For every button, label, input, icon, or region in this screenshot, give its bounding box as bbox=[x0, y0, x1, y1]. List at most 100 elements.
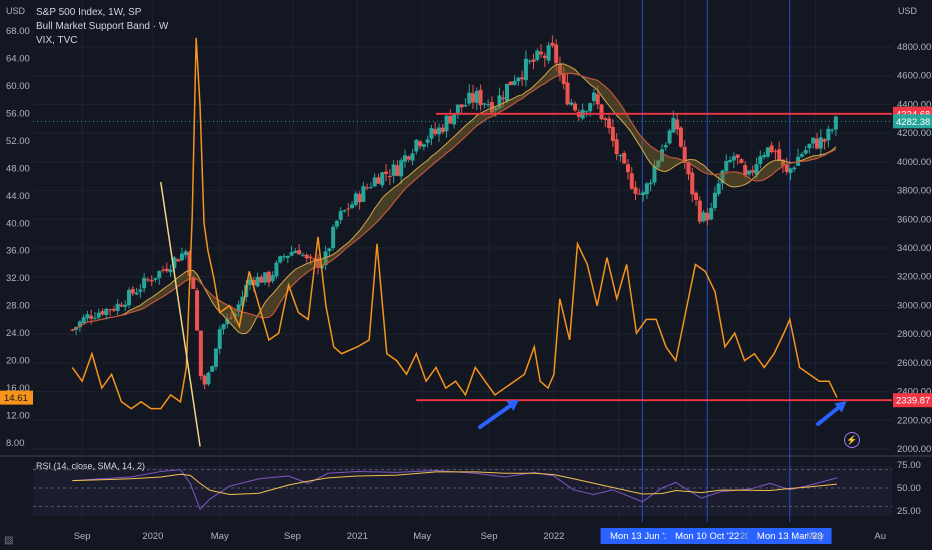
candle-body bbox=[164, 268, 169, 272]
candle-body bbox=[595, 94, 600, 105]
price-axis-tick: 2400.00 bbox=[897, 387, 931, 398]
candle-body bbox=[531, 59, 536, 62]
candle-body bbox=[724, 160, 729, 171]
candle-body bbox=[539, 51, 544, 55]
candle-body bbox=[225, 318, 230, 325]
candle-body bbox=[172, 257, 177, 269]
candle-body bbox=[641, 192, 646, 196]
price-axis-tick: 4600.00 bbox=[897, 71, 931, 82]
candle-body bbox=[762, 155, 767, 158]
candle-body bbox=[236, 304, 241, 312]
price-axis-tick: 4200.00 bbox=[897, 128, 931, 139]
candle-body bbox=[822, 139, 827, 142]
rsi-sma-line bbox=[72, 471, 838, 495]
arrow-right[interactable] bbox=[816, 406, 840, 426]
candle-body bbox=[799, 154, 804, 157]
rsi-legend: RSI (14, close, SMA, 14, 2) bbox=[36, 461, 146, 471]
candle-body bbox=[557, 64, 562, 74]
candle-body bbox=[811, 137, 816, 144]
time-axis-tick: May bbox=[211, 531, 229, 542]
candle-body bbox=[410, 153, 415, 161]
candle-body bbox=[584, 111, 589, 113]
candle-body bbox=[754, 164, 759, 175]
price-axis-tick: 4400.00 bbox=[897, 99, 931, 110]
vix-axis-tick: 36.00 bbox=[6, 246, 30, 257]
candle-body bbox=[198, 330, 203, 377]
candle-body bbox=[357, 193, 362, 203]
time-axis-tick: 2022 bbox=[543, 531, 564, 542]
candle-body bbox=[149, 279, 154, 282]
candle-body bbox=[474, 91, 479, 103]
candle-body bbox=[478, 89, 483, 106]
arrow-right-head[interactable] bbox=[834, 401, 847, 413]
candle-body bbox=[96, 312, 101, 318]
arrow-left[interactable] bbox=[478, 404, 512, 429]
lightning-icon[interactable]: ⚡ bbox=[844, 432, 860, 448]
candle-body bbox=[323, 251, 328, 266]
vix-axis-tick: 68.00 bbox=[6, 26, 30, 37]
candle-body bbox=[380, 172, 385, 186]
vix-axis-tick: 60.00 bbox=[6, 81, 30, 92]
candle-body bbox=[414, 139, 419, 152]
candle-body bbox=[282, 256, 287, 258]
candle-body bbox=[830, 130, 835, 132]
time-axis-tick: 2020 bbox=[142, 531, 163, 542]
candle-body bbox=[546, 45, 551, 61]
candle-body bbox=[520, 77, 525, 80]
price-axis-tick: 2600.00 bbox=[897, 358, 931, 369]
candle-body bbox=[138, 289, 143, 292]
candle-body bbox=[402, 155, 407, 162]
candle-body bbox=[739, 159, 744, 164]
candle-body bbox=[501, 97, 506, 100]
candle-body bbox=[191, 277, 196, 290]
candle-body bbox=[607, 118, 612, 129]
candle-body bbox=[240, 296, 245, 306]
candle-body bbox=[743, 165, 748, 176]
candle-body bbox=[629, 173, 634, 189]
candle-body bbox=[221, 324, 226, 330]
legend-spx: S&P 500 Index, 1W, SP bbox=[36, 7, 142, 18]
rsi-axis-tick: 50.00 bbox=[897, 483, 921, 494]
trend-line[interactable] bbox=[160, 181, 201, 447]
candle-body bbox=[603, 118, 608, 121]
candle-body bbox=[338, 211, 343, 220]
arrow-left-head[interactable] bbox=[506, 399, 520, 411]
candle-body bbox=[195, 290, 200, 331]
vix-axis-tick: 64.00 bbox=[6, 53, 30, 64]
candle-body bbox=[682, 146, 687, 163]
candle-body bbox=[467, 92, 472, 104]
candle-body bbox=[255, 276, 260, 287]
candle-body bbox=[618, 154, 623, 157]
candle-body bbox=[119, 304, 124, 307]
candle-body bbox=[663, 145, 668, 148]
candle-body bbox=[399, 160, 404, 177]
candle-body bbox=[293, 250, 298, 254]
candle-body bbox=[418, 141, 423, 147]
left-axis-unit: USD bbox=[6, 6, 26, 16]
candle-body bbox=[210, 366, 215, 372]
candle-body bbox=[784, 164, 789, 172]
vix-line bbox=[71, 37, 838, 410]
candle-body bbox=[213, 348, 218, 367]
candle-body bbox=[542, 55, 547, 59]
candle-body bbox=[391, 164, 396, 176]
candle-body bbox=[387, 176, 392, 178]
candle-body bbox=[368, 186, 373, 188]
candle-body bbox=[625, 164, 630, 173]
candle-body bbox=[134, 292, 139, 295]
candle-body bbox=[127, 290, 132, 306]
candle-body bbox=[565, 82, 570, 105]
price-axis-tick: 3600.00 bbox=[897, 214, 931, 225]
date-marker-box bbox=[600, 528, 685, 544]
price-axis-tick: 2200.00 bbox=[897, 415, 931, 426]
vix-axis-tick: 28.00 bbox=[6, 301, 30, 312]
candle-body bbox=[77, 321, 82, 328]
candle-body bbox=[433, 129, 438, 135]
time-axis-tick: May bbox=[413, 531, 431, 542]
candle-body bbox=[104, 308, 109, 315]
candle-body bbox=[331, 226, 336, 249]
candle-body bbox=[202, 375, 207, 385]
vix-axis-tick: 44.00 bbox=[6, 191, 30, 202]
right-axis-unit: USD bbox=[898, 6, 918, 16]
